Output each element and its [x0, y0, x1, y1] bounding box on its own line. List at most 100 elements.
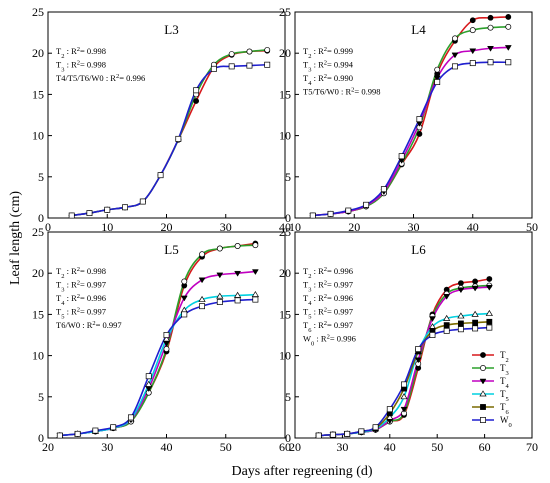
legend-label-t3: T3: [500, 363, 509, 377]
data-point-t3: [487, 24, 494, 31]
data-point-t4: [443, 294, 451, 300]
plot-frame: [294, 231, 533, 439]
data-point-t3: [228, 51, 235, 57]
y-tick-label: 15: [32, 87, 44, 101]
data-point-w0: [264, 61, 271, 68]
data-point-t2: [457, 280, 464, 286]
x-tick-label: 50: [526, 220, 538, 234]
x-axis-title: Days after regreening (d): [231, 464, 372, 479]
data-point-t4: [469, 48, 477, 55]
legend-marker-t5: [479, 390, 487, 397]
data-point-w0: [216, 299, 223, 305]
data-point-t3: [434, 66, 441, 73]
panel-title: L6: [411, 242, 426, 257]
x-tick-label: 40: [467, 220, 479, 234]
y-tick-label: 5: [285, 170, 291, 184]
data-point-t6: [472, 319, 479, 326]
r2-annotation: T6 : R2= 0.997: [303, 320, 353, 334]
data-point-t4: [457, 287, 465, 294]
panel-title: L3: [164, 22, 178, 37]
x-tick-label: 40: [384, 440, 396, 454]
data-point-t3: [452, 35, 458, 42]
r2-annotation: T4/T5/T6/W0 : R2= 0.996: [56, 73, 145, 84]
data-point-w0: [252, 296, 259, 303]
data-point-t3: [252, 242, 259, 249]
y-tick-label: 20: [32, 46, 44, 60]
data-point-w0: [434, 79, 441, 85]
series-line-w0: [312, 61, 509, 217]
data-point-t4: [400, 406, 408, 413]
x-tick-label: 10: [289, 220, 301, 234]
data-point-w0: [315, 432, 322, 439]
y-tick-label: 15: [279, 307, 291, 321]
legend-marker-t2: [480, 352, 486, 358]
r2-annotation: T2 : R2= 0.998: [56, 266, 106, 280]
data-point-w0: [199, 303, 205, 310]
data-point-w0: [74, 430, 81, 437]
series-line-w0: [71, 63, 268, 217]
data-point-t3: [199, 251, 205, 258]
data-point-t2: [416, 131, 423, 137]
data-point-t6: [443, 322, 450, 329]
r2-annotation: T5 : R2= 0.997: [56, 306, 106, 320]
data-point-t3: [234, 243, 241, 249]
data-point-t3: [264, 46, 271, 53]
data-point-t5: [198, 295, 206, 302]
r2-annotation: T4 : R2= 0.990: [303, 73, 353, 87]
data-point-w0: [505, 59, 512, 66]
x-tick-label: 60: [279, 440, 291, 454]
y-tick-label: 15: [32, 307, 44, 321]
data-point-t4: [429, 316, 436, 323]
data-point-t5: [386, 413, 394, 420]
y-tick-label: 5: [38, 170, 44, 184]
x-tick-label: 70: [526, 440, 538, 454]
data-point-t2: [486, 276, 493, 282]
data-point-t3: [216, 245, 223, 252]
data-point-t2: [505, 14, 512, 20]
data-point-w0: [193, 87, 200, 94]
x-tick-label: 0: [45, 220, 51, 234]
legend-label-t2: T2: [500, 350, 509, 364]
y-tick-label: 20: [32, 266, 44, 280]
data-point-w0: [56, 432, 63, 439]
data-point-w0: [415, 346, 422, 352]
r2-annotation: T6/W0 : R2= 0.997: [56, 320, 122, 331]
data-point-w0: [139, 198, 146, 205]
data-point-w0: [246, 62, 253, 69]
y-tick-label: 5: [38, 390, 44, 404]
r2-annotation: T3 : R2= 0.998: [56, 59, 106, 73]
data-point-w0: [386, 406, 393, 413]
data-point-t5: [443, 314, 451, 321]
r2-annotation: T3 : R2= 0.997: [56, 279, 106, 293]
data-point-w0: [398, 153, 405, 160]
y-tick-label: 20: [279, 266, 291, 280]
data-point-t5: [457, 312, 465, 319]
data-point-w0: [128, 414, 134, 421]
data-point-w0: [68, 212, 75, 219]
data-point-t2: [487, 14, 494, 21]
data-point-t4: [487, 46, 494, 52]
data-point-t2: [469, 17, 476, 24]
data-point-w0: [228, 63, 235, 70]
data-point-w0: [358, 428, 365, 435]
data-point-w0: [309, 212, 316, 219]
x-tick-label: 40: [279, 220, 291, 234]
data-point-w0: [110, 424, 117, 431]
y-tick-label: 0: [285, 211, 291, 225]
y-tick-label: 25: [279, 225, 291, 239]
data-point-t5: [145, 380, 153, 387]
data-point-w0: [452, 63, 458, 70]
y-tick-label: 25: [32, 5, 44, 19]
x-tick-label: 10: [101, 220, 113, 234]
y-tick-label: 10: [32, 349, 44, 363]
data-point-t4: [180, 295, 188, 302]
y-tick-label: 10: [279, 129, 291, 143]
data-point-w0: [429, 332, 436, 338]
legend-marker-t4: [479, 378, 487, 385]
data-point-t4: [216, 272, 224, 279]
data-point-w0: [327, 210, 334, 217]
